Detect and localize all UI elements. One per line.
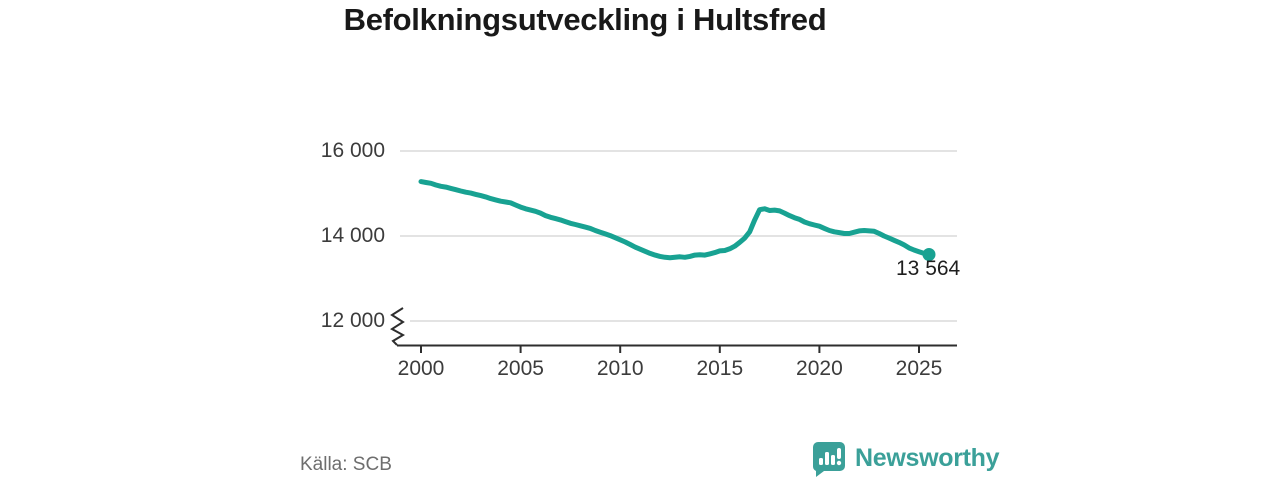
line-chart-plot — [390, 150, 957, 353]
newsworthy-logo: Newsworthy — [810, 440, 1000, 477]
gridlines — [400, 150, 957, 322]
y-tick-label: 12 000 — [320, 309, 385, 332]
chart-title: Befolkningsutveckling i Hultsfred — [343, 2, 827, 37]
x-tick-label: 2015 — [696, 357, 744, 380]
y-tick-label: 14 000 — [320, 224, 385, 247]
x-tick-label: 2000 — [397, 357, 445, 380]
speech-bubble-bar-chart-icon — [813, 442, 845, 477]
end-value-label: 13 564 — [896, 257, 961, 280]
y-axis-break-icon — [390, 307, 406, 346]
x-tick-label: 2005 — [497, 357, 544, 380]
population-line — [418, 179, 932, 261]
last-point-marker — [922, 248, 936, 261]
x-axis — [397, 344, 957, 353]
source-attribution: Källa: SCB — [300, 454, 392, 475]
y-tick-label: 16 000 — [320, 139, 385, 162]
newsworthy-wordmark: Newsworthy — [855, 444, 1000, 472]
x-tick-label: 2025 — [895, 357, 943, 380]
x-tick-label: 2010 — [596, 357, 644, 380]
x-tick-label: 2020 — [796, 357, 843, 380]
